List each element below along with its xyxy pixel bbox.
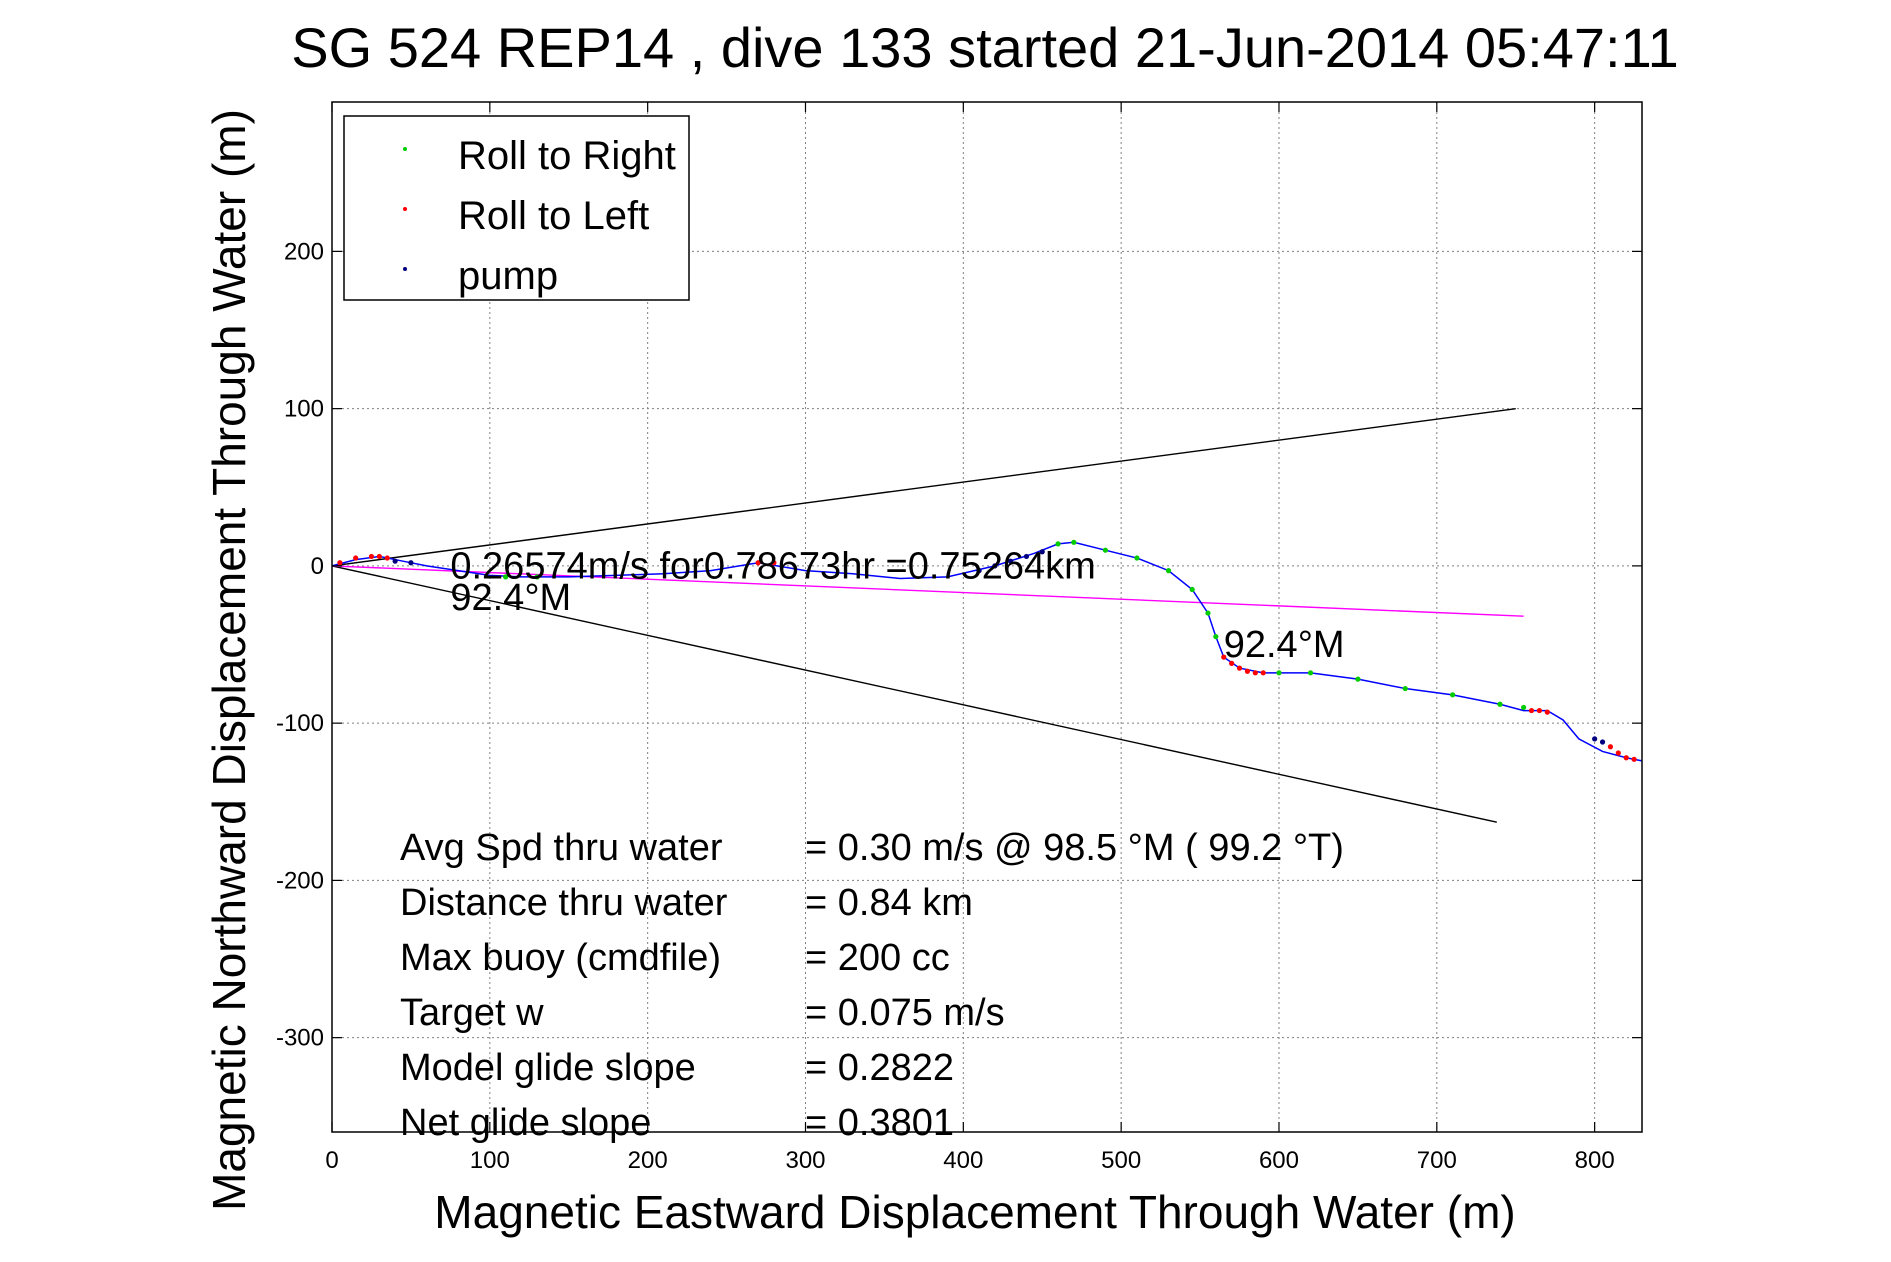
- x-tick-label: 0: [325, 1147, 338, 1174]
- stat-value: = 200 cc: [805, 937, 950, 979]
- y-tick-label: 100: [284, 396, 324, 423]
- x-tick-label: 800: [1575, 1147, 1615, 1174]
- roll-to-left-point: [353, 555, 359, 561]
- y-tick-label: 0: [311, 553, 324, 580]
- roll-to-left-point: [1236, 665, 1243, 671]
- pump-point: [1023, 553, 1030, 560]
- y-tick-label: -100: [276, 710, 324, 737]
- stat-label: Avg Spd thru water: [400, 827, 723, 869]
- annotation-text: 0.26574m/s for0.78673hr =0.75264km: [450, 545, 1095, 587]
- roll-to-left-point: [384, 555, 390, 561]
- stat-label: Target w: [400, 992, 544, 1034]
- roll-to-left-point: [1221, 654, 1227, 660]
- legend-marker: [403, 207, 407, 211]
- roll-to-right-point: [1205, 610, 1211, 616]
- series-layer: [331, 539, 1643, 762]
- annotation-text: 92.4°M: [450, 577, 571, 619]
- pump-point: [992, 563, 998, 569]
- roll-to-right-point: [1497, 701, 1503, 707]
- stat-value: = 0.2822: [805, 1047, 954, 1089]
- roll-to-left-point: [1260, 670, 1266, 676]
- y-tick-label: -300: [276, 1025, 324, 1052]
- x-tick-label: 600: [1259, 1147, 1299, 1174]
- pump-point: [1599, 739, 1606, 745]
- roll-to-right-point: [1055, 541, 1061, 547]
- plot-frame: [331, 101, 1643, 1133]
- legend: Roll to Right Roll to Left pump: [343, 115, 690, 301]
- cone-lower: [331, 565, 1497, 823]
- roll-to-left-point: [1244, 668, 1251, 674]
- stat-value: = 0.075 m/s: [805, 992, 1005, 1034]
- pump-point: [392, 558, 398, 564]
- legend-box: [343, 115, 690, 301]
- roll-to-right-point: [1071, 539, 1077, 545]
- stat-label: Distance thru water: [400, 882, 728, 924]
- roll-to-left-point: [1229, 660, 1235, 666]
- x-tick-label: 200: [628, 1147, 668, 1174]
- roll-to-right-point: [1355, 676, 1361, 682]
- x-tick-label: 400: [943, 1147, 983, 1174]
- roll-to-right-point: [534, 574, 540, 580]
- stat-value: = 0.30 m/s @ 98.5 °M ( 99.2 °T): [805, 827, 1344, 869]
- roll-to-right-point: [1213, 634, 1219, 640]
- x-tick-label: 100: [470, 1147, 510, 1174]
- roll-to-left-point: [1536, 707, 1543, 714]
- reference-lines: [331, 407, 1524, 823]
- roll-to-right-point: [1102, 547, 1108, 553]
- roll-to-right-point: [1189, 586, 1195, 593]
- pump-point: [1039, 549, 1045, 555]
- roll-to-left-point: [771, 560, 777, 566]
- stat-value: = 0.84 km: [805, 882, 973, 924]
- tick-labels: 0 100 200 300 400 500 600 700 800 -300 -200 -100 0 10…: [276, 102, 1642, 1174]
- x-tick-label: 500: [1101, 1147, 1141, 1174]
- current-line: [331, 565, 1524, 617]
- y-tick-label: -200: [276, 867, 324, 894]
- roll-to-left-point: [337, 560, 343, 566]
- y-tick-label: 200: [284, 238, 324, 265]
- roll-to-right-point: [1276, 670, 1282, 676]
- roll-to-right-point: [1307, 670, 1314, 676]
- annotations: 0.26574m/s for0.78673hr =0.75264km92.4°M…: [450, 545, 1344, 666]
- roll-to-left-point: [1607, 744, 1614, 750]
- pump-point: [1592, 736, 1598, 742]
- stat-label: Model glide slope: [400, 1047, 696, 1089]
- stats-block: Avg Spd thru water = 0.30 m/s @ 98.5 °M (…: [400, 827, 1344, 1144]
- roll-to-left-point: [755, 560, 761, 566]
- roll-to-left-point: [1631, 756, 1637, 762]
- y-axis-label: Magnetic Northward Displacement Through …: [203, 109, 255, 1211]
- chart-title: SG 524 REP14 , dive 133 started 21-Jun-2…: [291, 16, 1678, 79]
- grid: [331, 102, 1642, 1132]
- pump-point: [1008, 558, 1014, 564]
- x-tick-label: 300: [785, 1147, 825, 1174]
- cone-upper: [331, 407, 1516, 567]
- annotation-text: 92.4°M: [1224, 624, 1345, 666]
- legend-label: Roll to Left: [458, 194, 649, 238]
- legend-label: pump: [458, 254, 558, 298]
- x-tick-label: 700: [1417, 1147, 1457, 1174]
- roll-to-left-point: [368, 553, 375, 560]
- pump-point: [976, 568, 982, 574]
- legend-label: Roll to Right: [458, 134, 676, 178]
- stat-value: = 0.3801: [805, 1102, 954, 1144]
- roll-to-left-point: [1252, 670, 1258, 676]
- legend-marker: [403, 147, 407, 151]
- roll-to-left-point: [1544, 709, 1550, 715]
- roll-to-right-point: [1165, 568, 1172, 574]
- legend-marker: [403, 267, 407, 271]
- roll-to-right-point: [503, 574, 509, 580]
- roll-to-left-point: [1623, 755, 1629, 761]
- stat-label: Max buoy (cmdfile): [400, 937, 721, 979]
- roll-to-right-point: [1402, 685, 1408, 692]
- x-axis-label: Magnetic Eastward Displacement Through W…: [434, 1186, 1515, 1238]
- roll-to-left-point: [1528, 707, 1535, 714]
- roll-to-right-point: [1521, 704, 1527, 711]
- roll-to-right-point: [1450, 692, 1456, 698]
- roll-to-left-point: [376, 553, 382, 560]
- roll-to-left-point: [1615, 750, 1621, 756]
- pump-point: [408, 560, 414, 566]
- stat-label: Net glide slope: [400, 1102, 651, 1144]
- roll-to-right-point: [1134, 555, 1140, 561]
